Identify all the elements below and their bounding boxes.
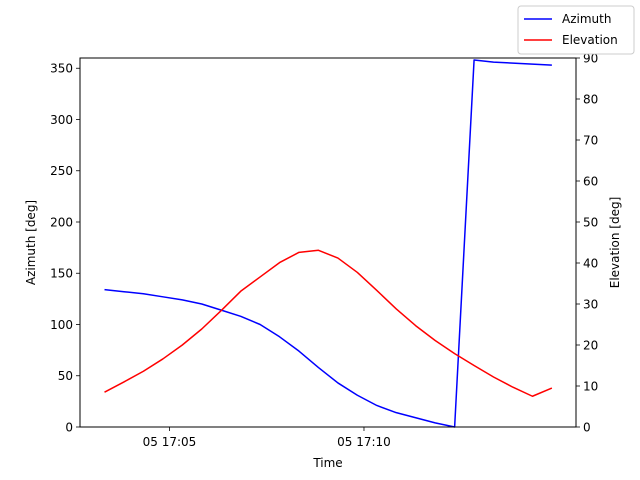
y-axis-label-right: Elevation [deg] bbox=[608, 197, 622, 289]
y2-tick-label-1: 10 bbox=[583, 379, 598, 393]
y2-tick-label-2: 20 bbox=[583, 338, 598, 352]
series-line-elevation bbox=[104, 249, 553, 397]
y-axis-right: 0 10 20 30 40 50 60 70 80 90 bbox=[576, 51, 598, 434]
y-tick-label-7: 350 bbox=[50, 62, 73, 76]
y2-tick-label-3: 30 bbox=[583, 297, 598, 311]
legend-label-elevation: Elevation bbox=[562, 33, 618, 47]
plot-frame bbox=[79, 57, 577, 428]
y-tick-label-0: 0 bbox=[65, 420, 73, 434]
x-tick-label-1: 05 17:10 bbox=[337, 435, 391, 449]
y-tick-label-6: 300 bbox=[50, 113, 73, 127]
y2-tick-label-9: 90 bbox=[583, 51, 598, 65]
legend-label-azimuth: Azimuth bbox=[562, 12, 611, 26]
y2-tick-label-7: 70 bbox=[583, 133, 598, 147]
y-axis-left: 0 50 100 150 200 250 300 350 bbox=[50, 62, 80, 434]
y2-tick-label-0: 0 bbox=[583, 420, 591, 434]
y-tick-label-2: 100 bbox=[50, 318, 73, 332]
y2-tick-label-4: 40 bbox=[583, 256, 598, 270]
y2-tick-label-6: 60 bbox=[583, 174, 598, 188]
y-axis-label-left: Azimuth [deg] bbox=[24, 200, 38, 285]
x-axis: 05 17:05 05 17:10 bbox=[143, 427, 391, 449]
legend-box bbox=[517, 5, 635, 55]
legend: Azimuth Elevation bbox=[517, 5, 635, 55]
y2-tick-label-8: 80 bbox=[583, 92, 598, 106]
y-tick-label-3: 150 bbox=[50, 267, 73, 281]
y2-tick-label-5: 50 bbox=[583, 215, 598, 229]
x-tick-label-0: 05 17:05 bbox=[143, 435, 197, 449]
series-layer bbox=[104, 59, 553, 428]
y-tick-label-5: 250 bbox=[50, 164, 73, 178]
x-axis-label: Time bbox=[312, 456, 342, 470]
series-line-azimuth bbox=[104, 59, 552, 428]
y-tick-label-4: 200 bbox=[50, 215, 73, 229]
plot-area bbox=[80, 58, 576, 427]
y-tick-label-1: 50 bbox=[58, 369, 73, 383]
